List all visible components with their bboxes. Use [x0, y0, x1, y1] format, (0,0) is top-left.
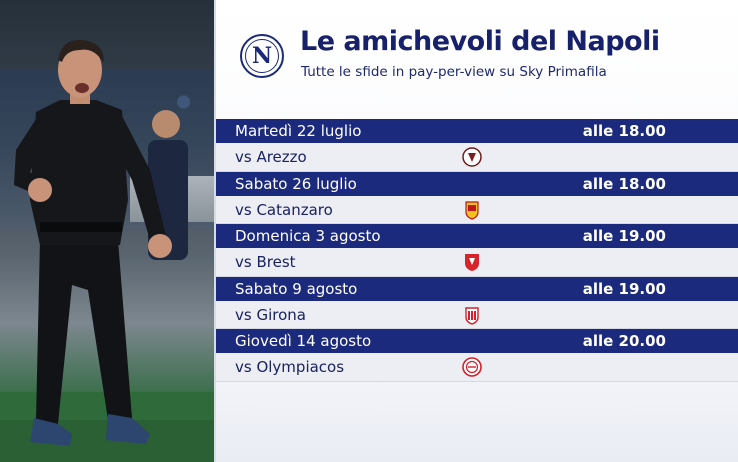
schedule-panel: N Le amichevoli del Napoli Tutte le sfid… — [216, 0, 738, 462]
match-time: alle 19.00 — [582, 279, 666, 298]
page-subtitle: Tutte le sfide in pay-per-view su Sky Pr… — [301, 64, 607, 80]
match-time: alle 20.00 — [582, 332, 666, 350]
girona-crest-icon — [465, 306, 479, 325]
panel-divider — [214, 0, 216, 462]
page-title: Le amichevoli del Napoli — [300, 26, 660, 57]
match-date-row: Sabato 26 luglio alle 18.00 — [216, 171, 738, 196]
arezzo-crest-icon — [462, 147, 482, 167]
napoli-logo-icon: N — [240, 34, 284, 78]
fixtures-table: Martedì 22 luglio alle 18.00 vs Arezzo S… — [216, 119, 738, 382]
match-opponent-row: vs Girona — [216, 300, 738, 329]
match-date: Sabato 9 agosto — [235, 279, 358, 298]
match-date: Martedì 22 luglio — [235, 122, 362, 140]
olympiacos-crest-icon — [462, 357, 482, 377]
match-date-row: Giovedì 14 agosto alle 20.00 — [216, 329, 738, 353]
match-date: Sabato 26 luglio — [235, 174, 357, 193]
coach-photo — [0, 0, 216, 462]
match-opponent-row: vs Catanzaro — [216, 195, 738, 224]
match-time: alle 18.00 — [582, 174, 666, 193]
match-opponent-row: vs Arezzo — [216, 143, 738, 172]
match-date: Domenica 3 agosto — [235, 227, 381, 245]
match-time: alle 19.00 — [582, 227, 666, 245]
napoli-logo-letter: N — [245, 39, 279, 73]
match-opponent-row: vs Brest — [216, 248, 738, 277]
catanzaro-crest-icon — [465, 200, 479, 220]
coach-figure — [0, 39, 216, 462]
opponent-name: vs Catanzaro — [235, 200, 333, 219]
opponent-name: vs Arezzo — [235, 148, 307, 166]
match-date: Giovedì 14 agosto — [235, 332, 372, 350]
brest-crest-icon — [465, 254, 479, 271]
opponent-name: vs Brest — [235, 253, 296, 271]
opponent-name: vs Olympiacos — [235, 358, 345, 376]
match-date-row: Domenica 3 agosto alle 19.00 — [216, 224, 738, 248]
match-date-row: Martedì 22 luglio alle 18.00 — [216, 119, 738, 143]
match-time: alle 18.00 — [582, 122, 666, 140]
opponent-name: vs Girona — [235, 305, 306, 324]
match-date-row: Sabato 9 agosto alle 19.00 — [216, 276, 738, 301]
match-opponent-row: vs Olympiacos — [216, 353, 738, 382]
